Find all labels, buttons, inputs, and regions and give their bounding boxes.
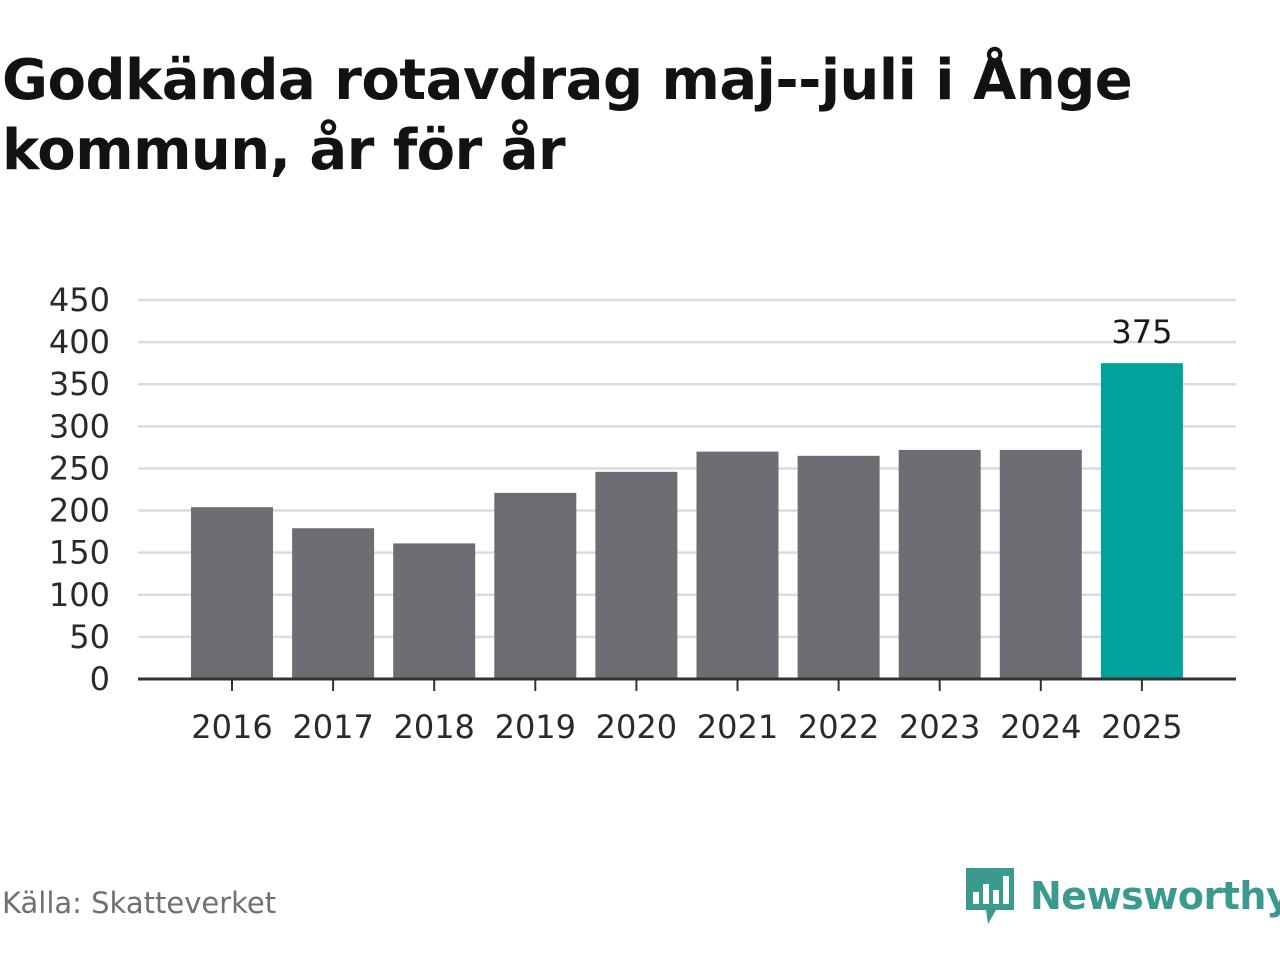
x-tick-label: 2020 xyxy=(596,708,677,746)
bar-2025 xyxy=(1100,363,1183,679)
y-tick-label: 300 xyxy=(49,407,110,445)
x-tick-label: 2018 xyxy=(393,708,474,746)
axes: 0 50 100 150 200 250 300 350 400 450 2016 2017 2018 2… xyxy=(49,281,1236,746)
bars xyxy=(191,363,1183,679)
y-tick-label: 0 xyxy=(90,660,110,698)
x-tick-label: 2016 xyxy=(191,708,272,746)
x-tick-label: 2025 xyxy=(1101,708,1182,746)
bar-2016 xyxy=(191,507,273,679)
y-tick-label: 250 xyxy=(49,449,110,487)
chart-title: Godkända rotavdrag maj--juli i Ånge komm… xyxy=(2,48,1133,183)
y-tick-label: 450 xyxy=(49,281,110,319)
x-tick-label: 2017 xyxy=(292,708,373,746)
x-tick-label: 2021 xyxy=(697,708,778,746)
brand-name: Newsworthy xyxy=(1030,874,1280,918)
bar-2019 xyxy=(494,492,577,679)
y-tick-label: 150 xyxy=(49,534,110,572)
bar-2021 xyxy=(696,451,779,679)
bar-2023 xyxy=(898,449,981,679)
x-tick-label: 2024 xyxy=(1000,708,1081,746)
x-tick-label: 2019 xyxy=(495,708,576,746)
x-tick-label: 2023 xyxy=(899,708,980,746)
bar-2024 xyxy=(999,449,1082,679)
x-tick-label: 2022 xyxy=(798,708,879,746)
y-tick-label: 100 xyxy=(49,576,110,614)
bar-2020 xyxy=(595,471,678,679)
y-tick-label: 50 xyxy=(69,618,110,656)
bar-2022 xyxy=(797,455,880,679)
bar-2018 xyxy=(393,543,476,679)
source-note: Källa: Skatteverket xyxy=(2,886,277,920)
data-labels: 375 xyxy=(1111,313,1172,351)
brand-logo: Newsworthy xyxy=(964,864,1280,928)
data-label: 375 xyxy=(1111,313,1172,351)
newsworthy-logo-icon xyxy=(966,868,1014,924)
y-tick-label: 400 xyxy=(49,323,110,361)
y-tick-label: 350 xyxy=(49,365,110,403)
bar-2017 xyxy=(292,528,375,679)
y-tick-label: 200 xyxy=(49,492,110,530)
